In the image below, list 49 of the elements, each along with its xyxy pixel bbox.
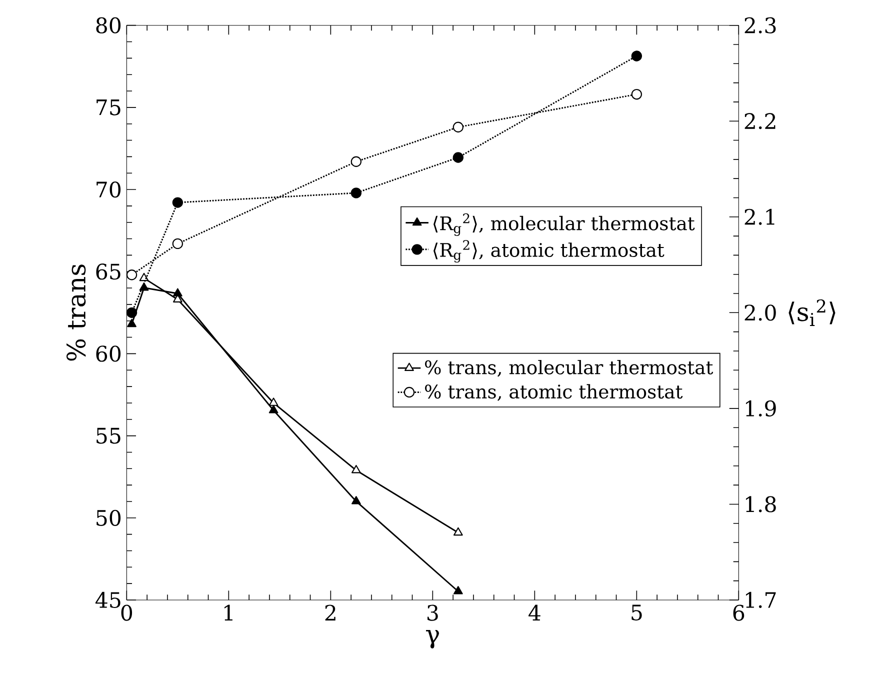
y-tick-label: 55 [96, 428, 120, 444]
y2-tick-label: 1.7 [746, 592, 776, 608]
point [350, 188, 362, 198]
legend-label: ⟨R$_{g}$$^{2}$⟩, atomic thermostat [434, 240, 664, 263]
x-tick-label: 6 [733, 604, 744, 621]
point [631, 88, 642, 100]
x-axis-title: γ [426, 630, 439, 648]
y2-tick-label: 2.0 [744, 304, 776, 321]
y-tick-label: 70 [96, 181, 121, 198]
y2-tick-label: 1.9 [746, 400, 776, 416]
y-tick-label: 45 [95, 592, 120, 608]
point [452, 122, 464, 132]
y2-tick-label: 1.8 [746, 496, 776, 512]
point [126, 270, 138, 280]
point [127, 318, 136, 328]
y2-tick-label: 2.3 [744, 17, 776, 34]
point [453, 586, 463, 594]
y2-axis-title: ⟨s$_{i}$$^{2}$⟩ [788, 299, 836, 326]
point [126, 307, 138, 318]
point [453, 527, 463, 536]
legend-label: % trans, molecular thermostat [425, 360, 714, 377]
point [172, 197, 184, 208]
x-tick-label: 2 [325, 604, 336, 621]
x-tick-label: 0 [121, 604, 132, 621]
x-tick-label: 5 [632, 604, 642, 621]
point [172, 288, 182, 296]
point [350, 156, 362, 167]
point [452, 152, 464, 163]
y-tick-label: 60 [96, 346, 121, 362]
point [139, 272, 149, 282]
point [172, 238, 184, 250]
y2-tick-label: 2.2 [744, 113, 776, 130]
legend-label: ⟨R$_{g}$$^{2}$⟩, molecular thermostat [434, 213, 695, 236]
point [268, 405, 278, 414]
point [351, 496, 361, 504]
legend-label: % trans, atomic thermostat [425, 384, 683, 401]
point [631, 50, 642, 62]
point [268, 398, 278, 406]
y-tick-label: 65 [96, 264, 120, 280]
y-axis-title: % trans [66, 264, 86, 361]
point [351, 464, 361, 474]
y-tick-label: 50 [96, 510, 121, 526]
x-tick-label: 1 [224, 604, 232, 621]
y-tick-label: 75 [96, 99, 120, 116]
point [139, 282, 149, 291]
x-tick-label: 4 [528, 604, 540, 621]
y2-tick-label: 2.1 [744, 208, 774, 225]
x-tick-label: 3 [428, 604, 438, 621]
y-tick-label: 80 [96, 17, 121, 34]
